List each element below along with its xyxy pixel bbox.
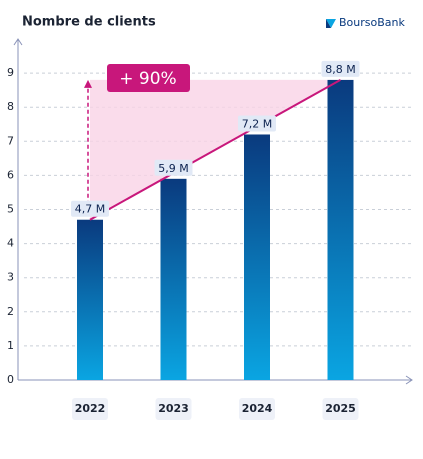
y-tick-label: 1 — [7, 339, 14, 352]
y-tick-label: 2 — [7, 305, 14, 318]
y-tick-label: 7 — [7, 134, 14, 147]
y-tick-label: 5 — [7, 203, 14, 216]
logo-icon — [326, 19, 336, 28]
logo-icon — [326, 19, 331, 28]
growth-arrow-head — [84, 79, 92, 88]
x-tick-box — [239, 398, 275, 420]
x-tick-box — [72, 398, 108, 420]
value-label: 4,7 M — [75, 203, 105, 216]
x-tick-label: 2022 — [75, 402, 106, 415]
y-axis-arrow — [13, 38, 23, 46]
value-label: 8,8 M — [325, 63, 355, 76]
x-axis-arrow — [405, 375, 413, 385]
x-tick-label: 2023 — [158, 402, 189, 415]
x-tick-box — [155, 398, 192, 420]
y-tick-label: 8 — [7, 100, 14, 113]
x-tick-box — [322, 398, 359, 420]
annotation: + 90% — [119, 69, 176, 89]
value-label-box — [71, 200, 109, 217]
bar — [244, 134, 270, 380]
growth-line — [89, 79, 341, 221]
y-tick-label: 3 — [7, 271, 14, 284]
value-label-box — [321, 60, 360, 77]
x-tick-label: 2024 — [242, 402, 273, 415]
x-tick-label: 2025 — [325, 402, 356, 415]
chart-title: Nombre de clients — [22, 15, 156, 30]
value-label-box — [238, 115, 276, 132]
bar — [77, 219, 103, 380]
y-tick-label: 9 — [7, 66, 14, 79]
value-label: 5,9 M — [158, 162, 188, 175]
y-tick-label: 6 — [7, 168, 14, 181]
bar — [327, 79, 354, 381]
y-tick-label: 0 — [7, 373, 14, 386]
annotation-box — [107, 64, 190, 92]
value-label-box — [154, 159, 193, 176]
brand-logo: BoursoBank — [339, 16, 405, 29]
y-tick-label: 4 — [7, 237, 14, 250]
bar — [160, 178, 187, 380]
value-label: 7,2 M — [242, 117, 272, 130]
